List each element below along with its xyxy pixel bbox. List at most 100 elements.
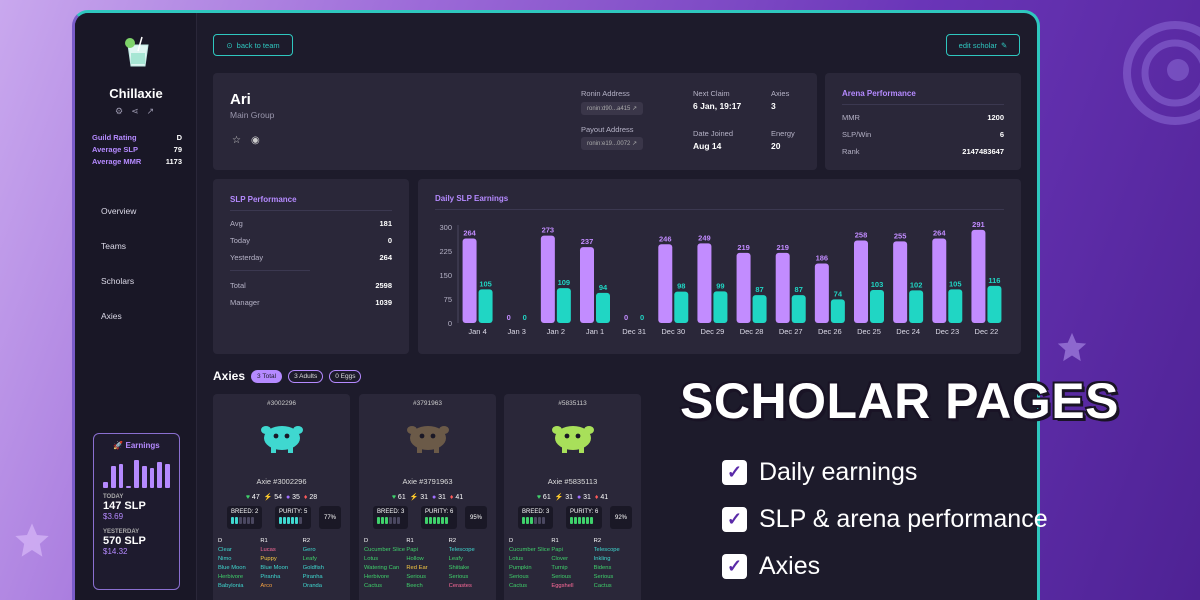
data-label: 0 bbox=[507, 313, 511, 322]
next-claim-value: 6 Jan, 19:17 bbox=[693, 101, 742, 111]
chip-total[interactable]: 3 Total bbox=[251, 369, 283, 383]
part-cell: Cactus bbox=[593, 583, 612, 589]
axie-card[interactable]: #3002296 Axie #3002296 ♥ 47 ⚡ 54 ● 35 ♦ 28… bbox=[213, 394, 350, 600]
axie-card[interactable]: #3791963 Axie #3791963 ♥ 61 ⚡ 31 ● 31 ♦ 41… bbox=[359, 394, 496, 600]
part-cell: Blue Moon bbox=[218, 565, 246, 571]
axie-stats: ♥ 47 ⚡ 54 ● 35 ♦ 28 bbox=[245, 494, 318, 501]
next-claim-label: Next Claim bbox=[693, 89, 730, 98]
slp-row: Total 2598 bbox=[230, 281, 392, 290]
axies-section-header: Axies 3 Total 3 Adults 0 Eggs bbox=[213, 369, 362, 383]
brand-swirl-icon bbox=[1123, 21, 1200, 125]
discord-icon[interactable]: ◉ bbox=[250, 135, 260, 146]
external-link-icon: ↗ bbox=[632, 106, 638, 112]
y-tick-label: 75 bbox=[444, 295, 452, 304]
part-row: Cucumber Slice Papi Telescope bbox=[509, 547, 636, 553]
mini-bar bbox=[118, 464, 124, 488]
part-cell: Serious bbox=[593, 574, 614, 580]
nav-item-overview[interactable]: Overview bbox=[101, 206, 137, 216]
axies-title: Axies bbox=[213, 369, 246, 383]
nav-item-axies[interactable]: Axies bbox=[101, 311, 122, 321]
chip-eggs[interactable]: 0 Eggs bbox=[329, 369, 362, 383]
data-label: 98 bbox=[677, 282, 685, 291]
skill-icon: ● bbox=[576, 494, 582, 501]
part-row: Cactus Beech Cerastes bbox=[364, 583, 491, 589]
external-link-icon[interactable]: ↗ bbox=[146, 106, 155, 116]
part-cell: Pumpkin bbox=[509, 565, 532, 571]
x-tick-label: Jan 4 bbox=[468, 327, 486, 336]
nav-item-teams[interactable]: Teams bbox=[101, 241, 127, 251]
bar bbox=[752, 295, 767, 323]
data-label: 109 bbox=[558, 278, 571, 287]
x-tick-label: Dec 30 bbox=[661, 327, 685, 336]
parts-header: R1 bbox=[406, 538, 414, 544]
part-cell: Serious bbox=[448, 574, 469, 580]
mini-bar bbox=[165, 464, 171, 488]
part-cell: Papi bbox=[406, 547, 418, 553]
bar bbox=[658, 244, 673, 323]
data-label: 291 bbox=[972, 220, 985, 229]
parts-header: D bbox=[218, 538, 223, 544]
part-cell: Cactus bbox=[509, 583, 528, 589]
x-tick-label: Dec 29 bbox=[701, 327, 725, 336]
mini-bar bbox=[103, 482, 108, 488]
slp-row: Yesterday 264 bbox=[230, 253, 392, 262]
x-tick-label: Dec 23 bbox=[935, 327, 959, 336]
lightning-icon: ⚡ bbox=[554, 494, 564, 501]
arrow-left-icon: ⊙ bbox=[226, 40, 233, 50]
breed-count: BREED: 3 bbox=[373, 506, 409, 529]
arena-title: Arena Performance bbox=[842, 89, 916, 98]
stat-average-slp: Average SLP 79 bbox=[92, 145, 182, 154]
guild-stats: Guild Rating D Average SLP 79 Average MMR 1… bbox=[92, 133, 182, 169]
x-tick-label: Dec 27 bbox=[779, 327, 803, 336]
back-to-team-button[interactable]: ⊙ back to team bbox=[213, 34, 293, 56]
edit-scholar-button[interactable]: edit scholar ✎ bbox=[946, 34, 1020, 56]
rocket-icon: 🚀 bbox=[113, 441, 124, 450]
purity-meter: PURITY: 6 bbox=[566, 506, 603, 529]
data-label: 74 bbox=[834, 289, 843, 298]
bar bbox=[697, 243, 712, 323]
data-label: 219 bbox=[776, 243, 789, 252]
parts-header: R1 bbox=[260, 538, 268, 544]
x-tick-label: Dec 26 bbox=[818, 327, 842, 336]
lightning-icon: ⚡ bbox=[409, 494, 419, 501]
nav-item-scholars[interactable]: Scholars bbox=[101, 276, 135, 286]
parts-header: R1 bbox=[551, 538, 559, 544]
part-row: Cactus Eggshell Cactus bbox=[509, 583, 636, 589]
star-icon[interactable]: ☆ bbox=[232, 135, 241, 146]
axie-id: #3002296 bbox=[267, 400, 296, 407]
mini-bar bbox=[157, 462, 163, 488]
part-cell: Cactus bbox=[364, 583, 383, 589]
share-icon[interactable]: ⋖ bbox=[131, 106, 139, 116]
promo-item: ✓ SLP & arena performance bbox=[722, 496, 1048, 543]
arena-row: SLP/Win 6 bbox=[842, 130, 1004, 139]
data-label: 99 bbox=[716, 281, 724, 290]
part-cell: Shiitake bbox=[448, 565, 470, 571]
axie-name: Axie #3002296 bbox=[256, 477, 307, 486]
part-row: Blue Moon Blue Moon Goldfish bbox=[218, 565, 345, 571]
chip-adults[interactable]: 3 Adults bbox=[288, 369, 324, 383]
part-cell: Telescope bbox=[448, 547, 475, 553]
part-cell: Turnip bbox=[551, 565, 568, 571]
gear-icon[interactable]: ⚙ bbox=[115, 106, 124, 116]
payout-address-pill[interactable]: ronin:e19...0072 ↗ bbox=[581, 137, 644, 150]
checkbox-icon: ✓ bbox=[722, 554, 747, 579]
data-label: 237 bbox=[581, 237, 594, 246]
lightning-icon: ⚡ bbox=[263, 494, 273, 501]
part-row: Serious Serious Serious bbox=[509, 574, 636, 580]
part-row: Cucumber Slice Papi Telescope bbox=[364, 547, 491, 553]
part-row: Nimo Puppy Leafy bbox=[218, 556, 345, 562]
scholar-group: Main Group bbox=[230, 110, 275, 120]
data-label: 102 bbox=[910, 280, 923, 289]
axie-card[interactable]: #5835113 Axie #5835113 ♥ 61 ⚡ 31 ● 31 ♦ 41… bbox=[504, 394, 641, 600]
skill-icon: ● bbox=[285, 494, 291, 501]
morale-icon: ♦ bbox=[594, 494, 599, 501]
bar bbox=[462, 238, 477, 323]
ronin-address-pill[interactable]: ronin:d90...a415 ↗ bbox=[581, 102, 644, 115]
stat-guild-rating: Guild Rating D bbox=[92, 133, 182, 142]
part-cell: Eggshell bbox=[551, 583, 574, 589]
part-cell: Blue Moon bbox=[260, 565, 289, 571]
axie-stats: ♥ 61 ⚡ 31 ● 31 ♦ 41 bbox=[391, 494, 464, 501]
mini-bar bbox=[110, 466, 116, 488]
data-label: 255 bbox=[894, 231, 907, 240]
part-cell: Inkling bbox=[593, 556, 611, 562]
